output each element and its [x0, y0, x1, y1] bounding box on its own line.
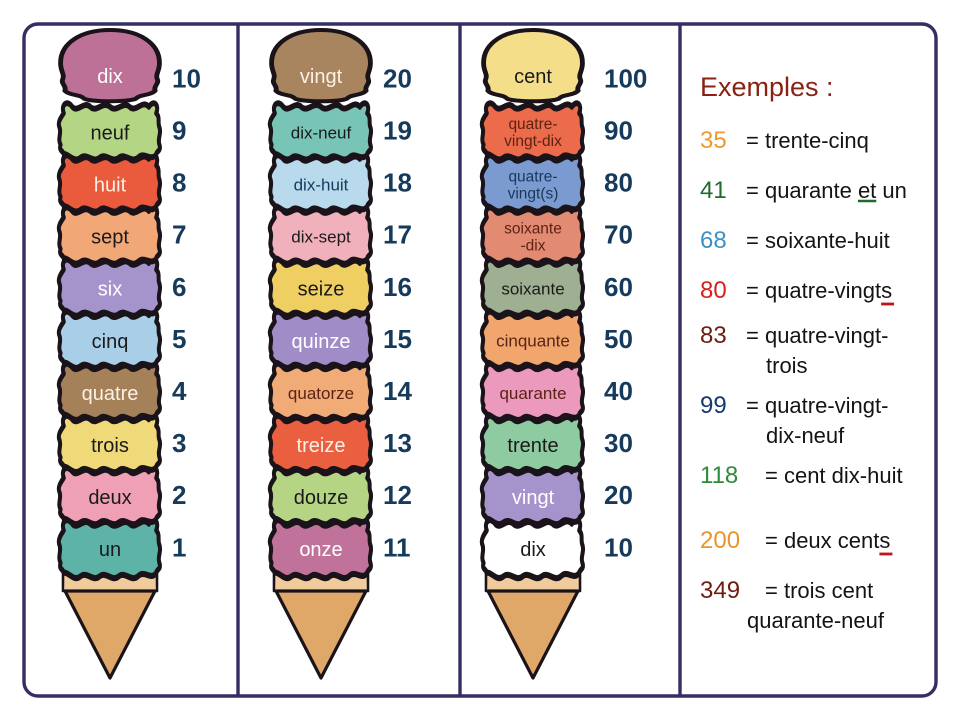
svg-text:118: 118: [700, 462, 738, 489]
svg-text:neuf: neuf: [91, 122, 130, 144]
svg-text:14: 14: [383, 376, 412, 406]
svg-text:deux: deux: [88, 487, 131, 509]
svg-text:cinquante: cinquante: [496, 332, 570, 351]
svg-text:dix: dix: [520, 539, 546, 561]
svg-text:18: 18: [383, 168, 412, 198]
svg-text:= quatre-vingt-: = quatre-vingt-: [746, 393, 888, 418]
svg-text:90: 90: [604, 116, 633, 146]
svg-text:dix-neuf: dix-neuf: [291, 123, 352, 142]
svg-text:quatre-: quatre-: [508, 116, 557, 133]
svg-text:10: 10: [172, 63, 201, 93]
svg-text:quinze: quinze: [292, 331, 351, 353]
svg-text:cinq: cinq: [92, 331, 129, 353]
svg-text:sept: sept: [91, 227, 129, 249]
svg-text:onze: onze: [299, 539, 342, 561]
svg-text:= deux cents: = deux cents: [765, 528, 890, 553]
svg-text:soixante: soixante: [504, 220, 562, 237]
svg-text:quarante-neuf: quarante-neuf: [747, 608, 885, 633]
svg-text:5: 5: [172, 324, 186, 354]
svg-text:six: six: [98, 279, 122, 301]
svg-text:83: 83: [700, 322, 727, 349]
svg-text:quatre: quatre: [82, 383, 139, 405]
svg-text:huit: huit: [94, 174, 127, 196]
svg-text:11: 11: [383, 532, 411, 562]
svg-text:dix-huit: dix-huit: [294, 175, 349, 194]
svg-text:1: 1: [172, 532, 186, 562]
svg-text:3: 3: [172, 428, 186, 458]
svg-text:200: 200: [700, 527, 740, 554]
svg-text:trois: trois: [91, 435, 129, 457]
svg-text:douze: douze: [294, 487, 349, 509]
svg-text:9: 9: [172, 116, 186, 146]
svg-text:dix: dix: [97, 66, 123, 88]
svg-text:2: 2: [172, 480, 186, 510]
svg-text:= quarante et un: = quarante et un: [746, 178, 907, 203]
svg-text:seize: seize: [298, 279, 345, 301]
svg-text:vingt(s): vingt(s): [508, 185, 559, 202]
svg-text:80: 80: [604, 168, 633, 198]
svg-text:100: 100: [604, 63, 647, 93]
svg-text:6: 6: [172, 272, 186, 302]
svg-text:60: 60: [604, 272, 633, 302]
svg-text:15: 15: [383, 324, 412, 354]
svg-text:17: 17: [383, 220, 412, 250]
svg-text:= trente-cinq: = trente-cinq: [746, 128, 869, 153]
svg-text:dix-sept: dix-sept: [291, 228, 351, 247]
svg-text:Exemples :: Exemples :: [700, 72, 834, 102]
svg-text:4: 4: [172, 376, 187, 406]
svg-text:vingt: vingt: [512, 487, 555, 509]
svg-text:20: 20: [383, 63, 412, 93]
svg-text:349: 349: [700, 577, 740, 604]
svg-text:70: 70: [604, 220, 633, 250]
svg-text:quarante: quarante: [499, 384, 566, 403]
svg-text:8: 8: [172, 168, 186, 198]
svg-text:quatre-: quatre-: [508, 168, 557, 185]
svg-text:= cent dix-huit: = cent dix-huit: [765, 463, 903, 488]
svg-text:50: 50: [604, 324, 633, 354]
svg-text:dix-neuf: dix-neuf: [766, 423, 845, 448]
svg-text:20: 20: [604, 480, 633, 510]
svg-text:68: 68: [700, 227, 727, 254]
svg-text:99: 99: [700, 392, 727, 419]
svg-text:35: 35: [700, 127, 727, 154]
svg-text:trois: trois: [766, 353, 808, 378]
svg-text:19: 19: [383, 116, 412, 146]
svg-text:41: 41: [700, 177, 727, 204]
svg-text:vingt: vingt: [300, 66, 343, 88]
svg-text:40: 40: [604, 376, 633, 406]
svg-text:soixante: soixante: [501, 280, 564, 299]
svg-text:16: 16: [383, 272, 412, 302]
svg-text:-dix: -dix: [521, 237, 546, 254]
svg-text:= quatre-vingt-: = quatre-vingt-: [746, 323, 888, 348]
svg-text:30: 30: [604, 428, 633, 458]
svg-text:80: 80: [700, 277, 727, 304]
svg-text:un: un: [99, 539, 121, 561]
svg-text:= trois cent: = trois cent: [765, 578, 873, 603]
svg-text:= quatre-vingts: = quatre-vingts: [746, 278, 892, 303]
svg-text:13: 13: [383, 428, 412, 458]
svg-text:12: 12: [383, 480, 412, 510]
svg-text:= soixante-huit: = soixante-huit: [746, 228, 890, 253]
svg-text:treize: treize: [297, 435, 346, 457]
svg-text:vingt-dix: vingt-dix: [504, 133, 562, 150]
svg-text:trente: trente: [507, 435, 558, 457]
svg-text:10: 10: [604, 532, 633, 562]
svg-text:7: 7: [172, 220, 186, 250]
svg-text:quatorze: quatorze: [288, 384, 354, 403]
svg-text:cent: cent: [514, 66, 552, 88]
